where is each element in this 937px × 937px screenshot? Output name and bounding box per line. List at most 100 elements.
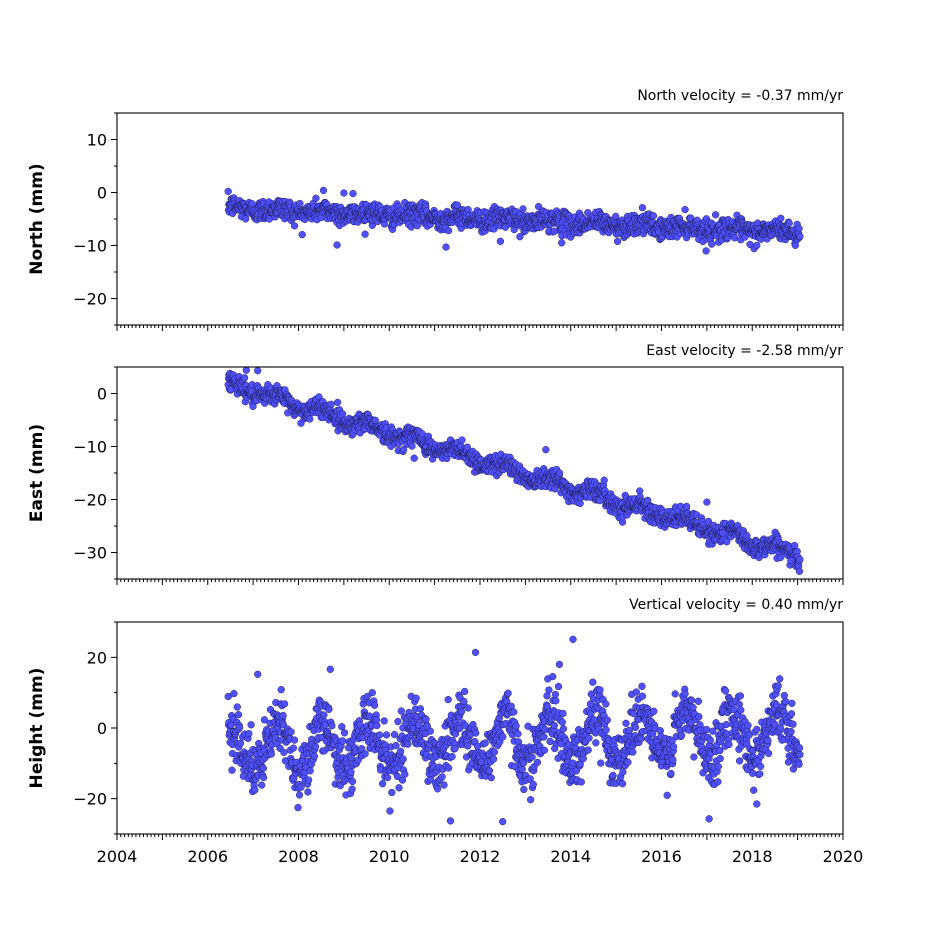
height-data-point xyxy=(422,715,430,723)
height-x-tick-label: 2014 xyxy=(550,847,591,866)
north-y-tick-label: 10 xyxy=(87,131,107,150)
north-data-point xyxy=(361,230,369,238)
height-data-point xyxy=(258,781,266,789)
height-data-point xyxy=(290,736,299,744)
height-x-tick-label: 2006 xyxy=(187,847,228,866)
north-data-point xyxy=(753,241,761,250)
height-data-point xyxy=(438,773,446,781)
east-data-point xyxy=(458,436,466,444)
north-outlier-point xyxy=(333,241,341,249)
height-data-point xyxy=(504,689,512,697)
height-x-tick-label: 2004 xyxy=(97,847,138,866)
east-data-point xyxy=(795,567,804,575)
north-panel-title: North velocity = -0.37 mm/yr xyxy=(637,88,843,104)
north-data-point xyxy=(711,211,720,219)
east-y-tick-label: −20 xyxy=(73,491,107,510)
height-x-tick-label: 2008 xyxy=(278,847,319,866)
height-data-point xyxy=(233,703,241,711)
height-data-point xyxy=(426,727,434,735)
height-data-point xyxy=(481,739,489,747)
height-data-point xyxy=(236,739,245,747)
height-data-point xyxy=(304,776,313,784)
height-y-tick-label: 20 xyxy=(87,648,107,667)
height-data-point xyxy=(395,784,403,792)
height-data-point xyxy=(618,780,627,788)
height-data-point xyxy=(694,697,703,705)
height-data-point xyxy=(375,731,384,739)
east-data-point xyxy=(555,469,564,477)
east-data-point xyxy=(333,398,342,407)
east-data-point xyxy=(408,442,416,450)
height-data-point xyxy=(295,791,304,799)
north-y-axis-label: North (mm) xyxy=(27,163,47,274)
height-data-point xyxy=(703,725,711,734)
height-data-point xyxy=(412,694,420,702)
height-data-point xyxy=(280,700,289,708)
height-data-point xyxy=(487,774,495,782)
east-y-tick-label: −30 xyxy=(73,544,107,563)
height-data-point xyxy=(622,719,630,727)
east-data-point xyxy=(327,400,335,408)
north-data-point xyxy=(731,234,739,242)
height-data-point xyxy=(361,750,369,758)
height-data-point xyxy=(638,682,646,690)
height-data-point xyxy=(603,716,611,724)
north-outlier-point xyxy=(442,243,450,251)
east-outlier-point xyxy=(787,556,795,565)
height-data-point xyxy=(328,722,336,730)
height-data-point xyxy=(245,729,253,738)
height-data-point xyxy=(518,765,526,773)
height-data-point xyxy=(399,755,407,763)
north-data-point xyxy=(785,219,793,227)
height-data-point xyxy=(378,780,387,788)
height-data-point xyxy=(277,686,285,694)
height-data-point xyxy=(709,727,717,735)
height-data-point xyxy=(433,785,442,793)
north-data-point xyxy=(777,214,785,222)
height-data-point xyxy=(444,695,452,704)
height-data-point xyxy=(464,742,472,750)
height-data-point xyxy=(373,721,381,730)
east-outlier-point xyxy=(242,366,250,374)
height-data-point xyxy=(529,780,537,789)
height-data-point xyxy=(533,758,542,767)
height-data-point xyxy=(638,692,647,700)
height-data-point xyxy=(577,778,585,786)
height-data-point xyxy=(528,753,536,761)
height-data-point xyxy=(390,730,399,739)
north-data-point xyxy=(708,240,716,248)
height-data-point xyxy=(512,722,520,730)
height-data-point xyxy=(338,737,347,745)
height-data-point xyxy=(464,704,472,712)
east-y-axis-label: East (mm) xyxy=(27,424,47,522)
height-data-point xyxy=(460,687,469,696)
north-data-point xyxy=(298,230,306,239)
east-data-point xyxy=(776,553,785,562)
height-data-point xyxy=(457,707,466,716)
height-data-point xyxy=(554,682,563,691)
height-data-point xyxy=(540,733,548,741)
height-x-tick-label: 2012 xyxy=(460,847,501,866)
north-data-point xyxy=(312,194,320,202)
height-data-point xyxy=(681,690,689,698)
height-data-point xyxy=(383,773,392,782)
height-data-point xyxy=(546,737,554,746)
east-data-point xyxy=(600,476,608,484)
height-data-point xyxy=(280,748,288,756)
height-data-point xyxy=(722,720,730,729)
height-data-point xyxy=(259,773,268,782)
height-x-tick-label: 2018 xyxy=(732,847,773,866)
height-data-point xyxy=(663,791,671,799)
height-data-point xyxy=(440,781,448,789)
north-data-point xyxy=(444,226,453,235)
height-data-point xyxy=(584,746,592,754)
north-y-ticks: −20 −10 0 10 xyxy=(73,112,117,326)
north-data-point xyxy=(795,224,803,233)
height-data-point xyxy=(279,711,287,720)
height-data-point xyxy=(545,686,553,694)
north-data-point xyxy=(224,187,232,196)
height-data-point xyxy=(632,688,640,696)
east-outlier-point xyxy=(719,529,727,537)
north-data-point xyxy=(242,215,250,223)
